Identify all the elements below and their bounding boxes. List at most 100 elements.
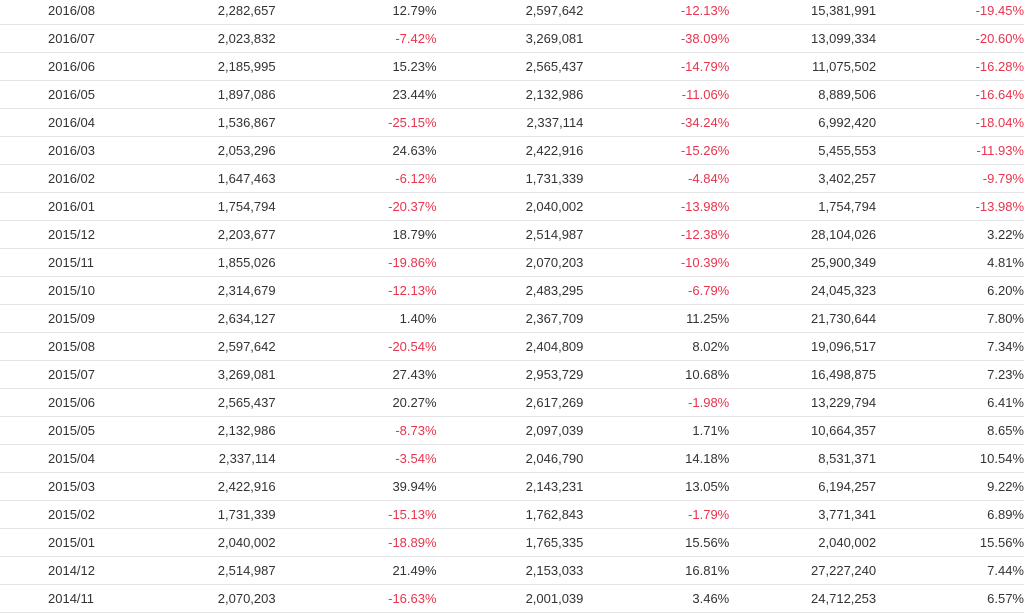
comparison-change-cell: -6.79% <box>583 276 730 305</box>
table-row: 2015/09 2,634,127 1.40% 2,367,709 11.25% 21,7… <box>0 304 1024 333</box>
table-row: 2015/07 3,269,081 27.43% 2,953,729 10.68% 16,… <box>0 360 1024 389</box>
comparison-value-cell: 2,617,269 <box>436 388 584 417</box>
cumulative-change-cell: 15.56% <box>876 528 1024 557</box>
cumulative-change-cell: 7.34% <box>876 332 1024 361</box>
monthly-change-cell: -7.42% <box>275 24 437 53</box>
comparison-change-cell: -10.39% <box>583 248 730 277</box>
table-row: 2015/06 2,565,437 20.27% 2,617,269 -1.98% 13,… <box>0 388 1024 417</box>
comparison-change-cell: 14.18% <box>583 444 730 473</box>
table-row: 2014/11 2,070,203 -16.63% 2,001,039 3.46% 24,… <box>0 584 1024 613</box>
period-cell: 2015/01 <box>0 528 161 557</box>
cumulative-change-cell: 7.80% <box>876 304 1024 333</box>
cumulative-change-cell: 6.57% <box>876 584 1024 613</box>
monthly-value-cell: 3,269,081 <box>160 360 276 389</box>
comparison-value-cell: 2,953,729 <box>436 360 584 389</box>
comparison-value-cell: 2,422,916 <box>436 136 584 165</box>
table-row: 2015/03 2,422,916 39.94% 2,143,231 13.05% 6,1… <box>0 472 1024 501</box>
cumulative-value-cell: 5,455,553 <box>729 136 877 165</box>
monthly-value-cell: 2,514,987 <box>160 556 276 585</box>
table-row: 2014/12 2,514,987 21.49% 2,153,033 16.81% 27,… <box>0 556 1024 585</box>
monthly-value-cell: 2,565,437 <box>160 388 276 417</box>
period-cell: 2014/12 <box>0 556 161 585</box>
table-row: 2016/04 1,536,867 -25.15% 2,337,114 -34.24% 6… <box>0 108 1024 137</box>
comparison-change-cell: 8.02% <box>583 332 730 361</box>
cumulative-value-cell: 28,104,026 <box>729 220 877 249</box>
comparison-value-cell: 2,070,203 <box>436 248 584 277</box>
cumulative-value-cell: 2,040,002 <box>729 528 877 557</box>
period-cell: 2016/02 <box>0 164 161 193</box>
cumulative-change-cell: 7.44% <box>876 556 1024 585</box>
monthly-value-cell: 2,282,657 <box>160 0 276 25</box>
monthly-value-cell: 2,185,995 <box>160 52 276 81</box>
monthly-value-cell: 1,647,463 <box>160 164 276 193</box>
monthly-change-cell: 23.44% <box>275 80 437 109</box>
table-row: 2015/04 2,337,114 -3.54% 2,046,790 14.18% 8,5… <box>0 444 1024 473</box>
monthly-value-cell: 2,203,677 <box>160 220 276 249</box>
comparison-change-cell: 15.56% <box>583 528 730 557</box>
monthly-value-cell: 1,855,026 <box>160 248 276 277</box>
comparison-value-cell: 2,597,642 <box>436 0 584 25</box>
comparison-change-cell: 3.46% <box>583 584 730 613</box>
comparison-change-cell: 11.25% <box>583 304 730 333</box>
comparison-change-cell: -11.06% <box>583 80 730 109</box>
monthly-value-cell: 1,897,086 <box>160 80 276 109</box>
cumulative-value-cell: 3,771,341 <box>729 500 877 529</box>
comparison-change-cell: -14.79% <box>583 52 730 81</box>
cumulative-change-cell: -20.60% <box>876 24 1024 53</box>
monthly-change-cell: -12.13% <box>275 276 437 305</box>
table-row: 2016/06 2,185,995 15.23% 2,565,437 -14.79% 11… <box>0 52 1024 81</box>
comparison-change-cell: -34.24% <box>583 108 730 137</box>
comparison-value-cell: 2,097,039 <box>436 416 584 445</box>
comparison-change-cell: -15.26% <box>583 136 730 165</box>
cumulative-value-cell: 21,730,644 <box>729 304 877 333</box>
cumulative-value-cell: 19,096,517 <box>729 332 877 361</box>
comparison-change-cell: -38.09% <box>583 24 730 53</box>
monthly-change-cell: 27.43% <box>275 360 437 389</box>
period-cell: 2015/07 <box>0 360 161 389</box>
monthly-value-cell: 2,132,986 <box>160 416 276 445</box>
cumulative-change-cell: -18.04% <box>876 108 1024 137</box>
comparison-value-cell: 1,731,339 <box>436 164 584 193</box>
cumulative-change-cell: 6.89% <box>876 500 1024 529</box>
period-cell: 2016/07 <box>0 24 161 53</box>
table-row: 2015/02 1,731,339 -15.13% 1,762,843 -1.79% 3,… <box>0 500 1024 529</box>
comparison-value-cell: 2,404,809 <box>436 332 584 361</box>
cumulative-value-cell: 8,531,371 <box>729 444 877 473</box>
comparison-change-cell: -13.98% <box>583 192 730 221</box>
period-cell: 2016/04 <box>0 108 161 137</box>
table-row: 2015/08 2,597,642 -20.54% 2,404,809 8.02% 19,… <box>0 332 1024 361</box>
table-row: 2015/12 2,203,677 18.79% 2,514,987 -12.38% 28… <box>0 220 1024 249</box>
comparison-change-cell: 16.81% <box>583 556 730 585</box>
comparison-value-cell: 2,143,231 <box>436 472 584 501</box>
monthly-change-cell: 1.40% <box>275 304 437 333</box>
comparison-value-cell: 2,132,986 <box>436 80 584 109</box>
period-cell: 2015/05 <box>0 416 161 445</box>
cumulative-value-cell: 3,402,257 <box>729 164 877 193</box>
comparison-value-cell: 1,762,843 <box>436 500 584 529</box>
cumulative-change-cell: -13.98% <box>876 192 1024 221</box>
period-cell: 2015/06 <box>0 388 161 417</box>
comparison-change-cell: -12.38% <box>583 220 730 249</box>
cumulative-value-cell: 24,045,323 <box>729 276 877 305</box>
cumulative-value-cell: 11,075,502 <box>729 52 877 81</box>
comparison-value-cell: 1,765,335 <box>436 528 584 557</box>
cumulative-value-cell: 8,889,506 <box>729 80 877 109</box>
monthly-change-cell: 21.49% <box>275 556 437 585</box>
monthly-change-cell: 18.79% <box>275 220 437 249</box>
period-cell: 2015/11 <box>0 248 161 277</box>
cumulative-value-cell: 1,754,794 <box>729 192 877 221</box>
monthly-value-cell: 1,731,339 <box>160 500 276 529</box>
cumulative-change-cell: 8.65% <box>876 416 1024 445</box>
period-cell: 2015/04 <box>0 444 161 473</box>
comparison-change-cell: 13.05% <box>583 472 730 501</box>
comparison-value-cell: 2,367,709 <box>436 304 584 333</box>
table-row: 2015/01 2,040,002 -18.89% 1,765,335 15.56% 2,… <box>0 528 1024 557</box>
cumulative-change-cell: 6.20% <box>876 276 1024 305</box>
cumulative-value-cell: 27,227,240 <box>729 556 877 585</box>
monthly-value-cell: 1,754,794 <box>160 192 276 221</box>
cumulative-change-cell: -11.93% <box>876 136 1024 165</box>
cumulative-change-cell: -19.45% <box>876 0 1024 25</box>
table-row: 2015/05 2,132,986 -8.73% 2,097,039 1.71% 10,6… <box>0 416 1024 445</box>
